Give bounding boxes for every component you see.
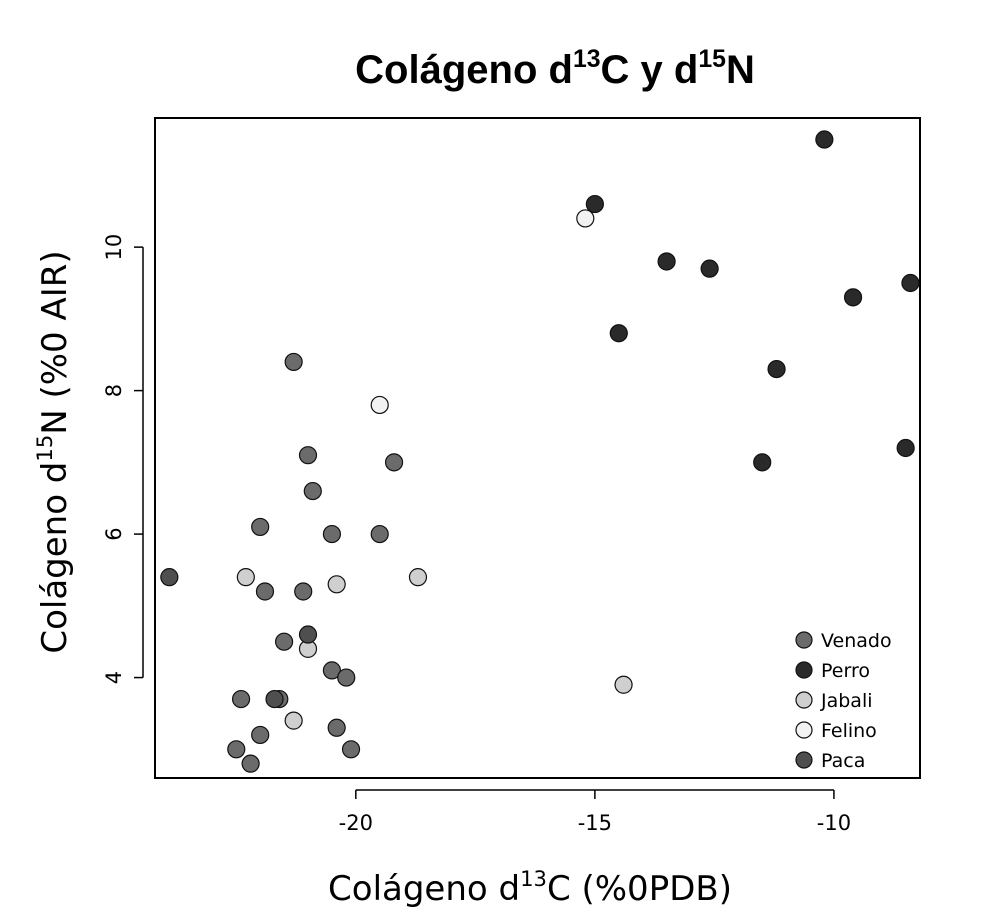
x-axis-label-sup: 13 [520,866,547,891]
point-perro [815,130,834,149]
y-tick-label: 10 [102,234,126,261]
legend-label-venado: Venado [821,630,892,652]
legend-marker-felino [795,721,813,739]
point-venado [370,524,389,544]
x-axis-label-prefix: Colágeno d [328,869,520,909]
point-venado [327,718,346,737]
point-jabali [327,575,346,594]
x-axis-label: Colágeno d13C (%0PDB) [328,866,732,909]
legend-marker-paca [795,751,813,769]
point-venado [274,632,294,651]
point-venado [384,453,404,472]
point-venado [322,524,342,544]
y-tick-label: 6 [102,527,126,540]
y-axis-label-suffix: N (%0 AIR) [35,250,75,434]
point-venado [227,740,246,759]
legend-label-perro: Perro [821,660,870,682]
point-paca [298,625,318,644]
point-jabali [408,568,428,587]
point-jabali [614,675,633,694]
plot-frame [154,117,921,779]
point-venado [303,481,322,501]
point-jabali [284,711,303,730]
legend: Venado Perro Jabali Felino Paca [795,630,892,772]
chart-title-middle: C y d [601,48,699,92]
chart-title-suffix: N [726,48,755,92]
legend-marker-venado [795,631,813,649]
point-venado [231,689,251,709]
y-tick-label: 8 [102,384,126,397]
legend-marker-perro [795,661,813,679]
point-venado [251,725,270,745]
x-tick-label: -15 [578,811,612,835]
point-venado [341,740,361,759]
point-paca [265,689,284,709]
chart-title-sup2: 15 [698,46,726,73]
data-points [160,130,920,773]
chart-title: Colágeno d13C y d15N [355,46,755,92]
point-perro [896,438,915,458]
x-tick-label: -20 [339,811,373,835]
legend-label-paca: Paca [821,750,865,772]
x-axis-label-suffix: C (%0PDB) [547,869,732,909]
y-axis-label: Colágeno d15N (%0 AIR) [32,250,75,653]
point-venado [298,446,318,465]
point-felino [370,395,389,415]
point-perro [657,252,676,271]
point-perro [901,273,920,293]
point-venado [284,352,303,372]
x-tick-label: -10 [817,811,851,835]
point-perro [843,288,863,307]
point-venado [241,754,260,773]
point-venado [337,668,356,687]
legend-label-jabali: Jabali [820,690,873,712]
point-felino [576,209,595,228]
point-perro [700,259,719,278]
point-perro [585,194,604,214]
y-axis-label-sup: 15 [32,435,57,462]
chart-title-prefix: Colágeno d [355,48,573,92]
y-axis-label-prefix: Colágeno d [35,462,75,654]
point-jabali [236,568,255,587]
point-venado [251,517,270,537]
point-venado [294,582,313,601]
legend-label-felino: Felino [821,720,877,742]
point-perro [609,324,628,343]
legend-marker-jabali [795,691,813,709]
y-axis: 4 6 8 10 [102,234,144,684]
point-venado [322,661,342,680]
chart-title-sup1: 13 [573,46,601,73]
point-perro [753,453,772,472]
y-tick-label: 4 [102,671,126,684]
x-axis: -20 -15 -10 [339,789,851,835]
point-venado [255,582,275,601]
point-perro [767,359,786,379]
point-paca [160,568,179,587]
